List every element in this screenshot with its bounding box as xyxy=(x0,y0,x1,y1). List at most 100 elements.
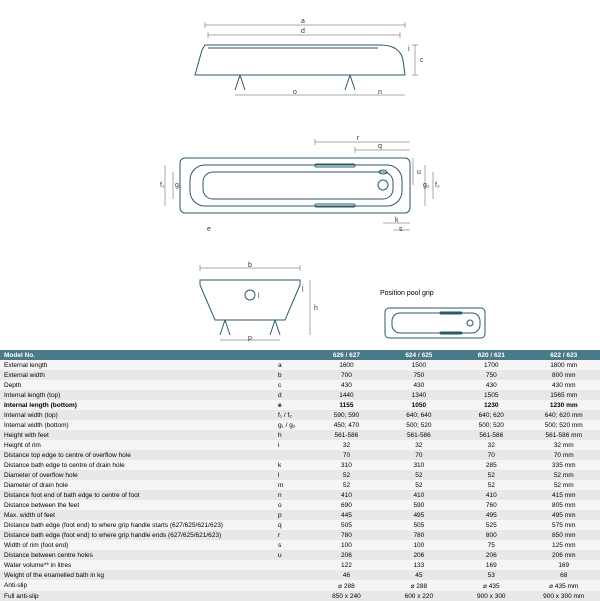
top-plan-diagram: r q u f₁ g₁ f₂ g₂ e k s xyxy=(155,130,445,235)
row-val: 561-586 xyxy=(383,430,455,440)
row-symbol: q xyxy=(274,520,310,530)
header-c3: 620 / 621 xyxy=(455,350,527,360)
row-val: 430 xyxy=(383,380,455,390)
row-val: 505 xyxy=(383,520,455,530)
row-val: 75 xyxy=(455,540,527,550)
row-val: 32 mm xyxy=(528,440,600,450)
row-val: 52 xyxy=(455,480,527,490)
row-symbol xyxy=(274,580,310,591)
row-val: 53 xyxy=(455,570,527,580)
row-val: 70 xyxy=(310,450,382,460)
header-c1: 626 / 627 xyxy=(310,350,382,360)
svg-text:h: h xyxy=(314,305,318,312)
row-val: 133 xyxy=(383,560,455,570)
row-val: 1565 mm xyxy=(528,390,600,400)
row-val: 430 xyxy=(310,380,382,390)
row-val: 505 xyxy=(310,520,382,530)
grip-caption: Position pool grip xyxy=(380,290,434,297)
row-symbol: c xyxy=(274,380,310,390)
row-symbol: e xyxy=(274,400,310,410)
row-symbol: m xyxy=(274,480,310,490)
row-val: 640; 620 mm xyxy=(528,410,600,420)
row-val: 415 mm xyxy=(528,490,600,500)
row-symbol xyxy=(274,450,310,460)
row-val: 52 xyxy=(383,480,455,490)
table-row: Anti-slip⌀ 288⌀ 288⌀ 435⌀ 435 mm xyxy=(0,580,600,591)
row-symbol: u xyxy=(274,550,310,560)
row-symbol: h xyxy=(274,430,310,440)
table-row: External widthb700750750800 mm xyxy=(0,370,600,380)
row-label: Internal width (top) xyxy=(0,410,274,420)
row-val: 310 xyxy=(310,460,382,470)
table-header-row: Model No. 626 / 627 624 / 625 620 / 621 … xyxy=(0,350,600,360)
header-c2: 624 / 625 xyxy=(383,350,455,360)
table-row: Distance top edge to centre of overflow … xyxy=(0,450,600,460)
row-symbol: f₁ / f₂ xyxy=(274,410,310,420)
row-val: 52 xyxy=(310,480,382,490)
table-row: External lengtha1600150017001800 mm xyxy=(0,360,600,370)
row-label: Water volume** in litres xyxy=(0,560,274,570)
row-val: 561-586 mm xyxy=(528,430,600,440)
row-val: 1600 xyxy=(310,360,382,370)
svg-text:r: r xyxy=(357,135,360,142)
header-c4: 622 / 623 xyxy=(528,350,600,360)
row-val: 750 xyxy=(455,370,527,380)
svg-text:f₁: f₁ xyxy=(160,182,165,189)
row-label: Weight of the enamelled bath in kg xyxy=(0,570,274,580)
row-val: 760 xyxy=(455,500,527,510)
row-val: 450; 470 xyxy=(310,420,382,430)
diagram-area: a d c o n i xyxy=(0,0,600,350)
row-val: 206 mm xyxy=(528,550,600,560)
table-row: Height of rimi32323232 mm xyxy=(0,440,600,450)
row-val: 206 xyxy=(455,550,527,560)
row-val: 1700 xyxy=(455,360,527,370)
row-val: 800 mm xyxy=(528,370,600,380)
row-val: 169 xyxy=(455,560,527,570)
row-symbol: n xyxy=(274,490,310,500)
table-row: Height with feeth561-586561-586561-58656… xyxy=(0,430,600,440)
row-symbol: p xyxy=(274,510,310,520)
row-val: 70 mm xyxy=(528,450,600,460)
row-val: 590; 590 xyxy=(310,410,382,420)
row-val: 52 mm xyxy=(528,480,600,490)
table-row: Distance bath edge (foot end) to where g… xyxy=(0,530,600,540)
row-val: 525 xyxy=(455,520,527,530)
row-val: 52 xyxy=(383,470,455,480)
row-val: 32 xyxy=(455,440,527,450)
row-val: 46 xyxy=(310,570,382,580)
row-val: 850 mm xyxy=(528,530,600,540)
svg-text:g₂: g₂ xyxy=(423,182,430,189)
row-label: Distance bath edge (foot end) to where g… xyxy=(0,530,274,540)
row-val: ⌀ 435 xyxy=(455,580,527,591)
table-row: Internal length (bottom)e115510501230123… xyxy=(0,400,600,410)
row-label: Height with feet xyxy=(0,430,274,440)
row-val: 52 mm xyxy=(528,470,600,480)
table-row: Internal length (top)d1440134015051565 m… xyxy=(0,390,600,400)
table-row: Distance foot end of bath edge to centre… xyxy=(0,490,600,500)
row-val: 445 xyxy=(310,510,382,520)
table-row: Width of rim (foot end)s10010075125 mm xyxy=(0,540,600,550)
row-val: 1340 xyxy=(383,390,455,400)
row-label: Distance between centre holes xyxy=(0,550,274,560)
row-val: 335 mm xyxy=(528,460,600,470)
row-val: 52 xyxy=(310,470,382,480)
row-label: Anti-slip xyxy=(0,580,274,591)
row-label: Distance foot end of bath edge to centre… xyxy=(0,490,274,500)
row-symbol: b xyxy=(274,370,310,380)
row-val: 410 xyxy=(455,490,527,500)
row-val: 32 xyxy=(383,440,455,450)
row-symbol: g₁ / g₂ xyxy=(274,420,310,430)
row-val: 800 xyxy=(455,530,527,540)
row-val: 410 xyxy=(310,490,382,500)
row-val: 700 xyxy=(310,370,382,380)
row-val: 495 mm xyxy=(528,510,600,520)
svg-text:f₂: f₂ xyxy=(435,182,440,189)
row-symbol: o xyxy=(274,500,310,510)
svg-text:i: i xyxy=(408,46,410,53)
svg-text:l: l xyxy=(258,293,260,300)
row-val: 410 xyxy=(383,490,455,500)
table-row: Distance between the feeto690590760805 m… xyxy=(0,500,600,510)
row-val: 45 xyxy=(383,570,455,580)
row-val: 1230 xyxy=(455,400,527,410)
table-row: Distance bath edge (foot end) to where g… xyxy=(0,520,600,530)
